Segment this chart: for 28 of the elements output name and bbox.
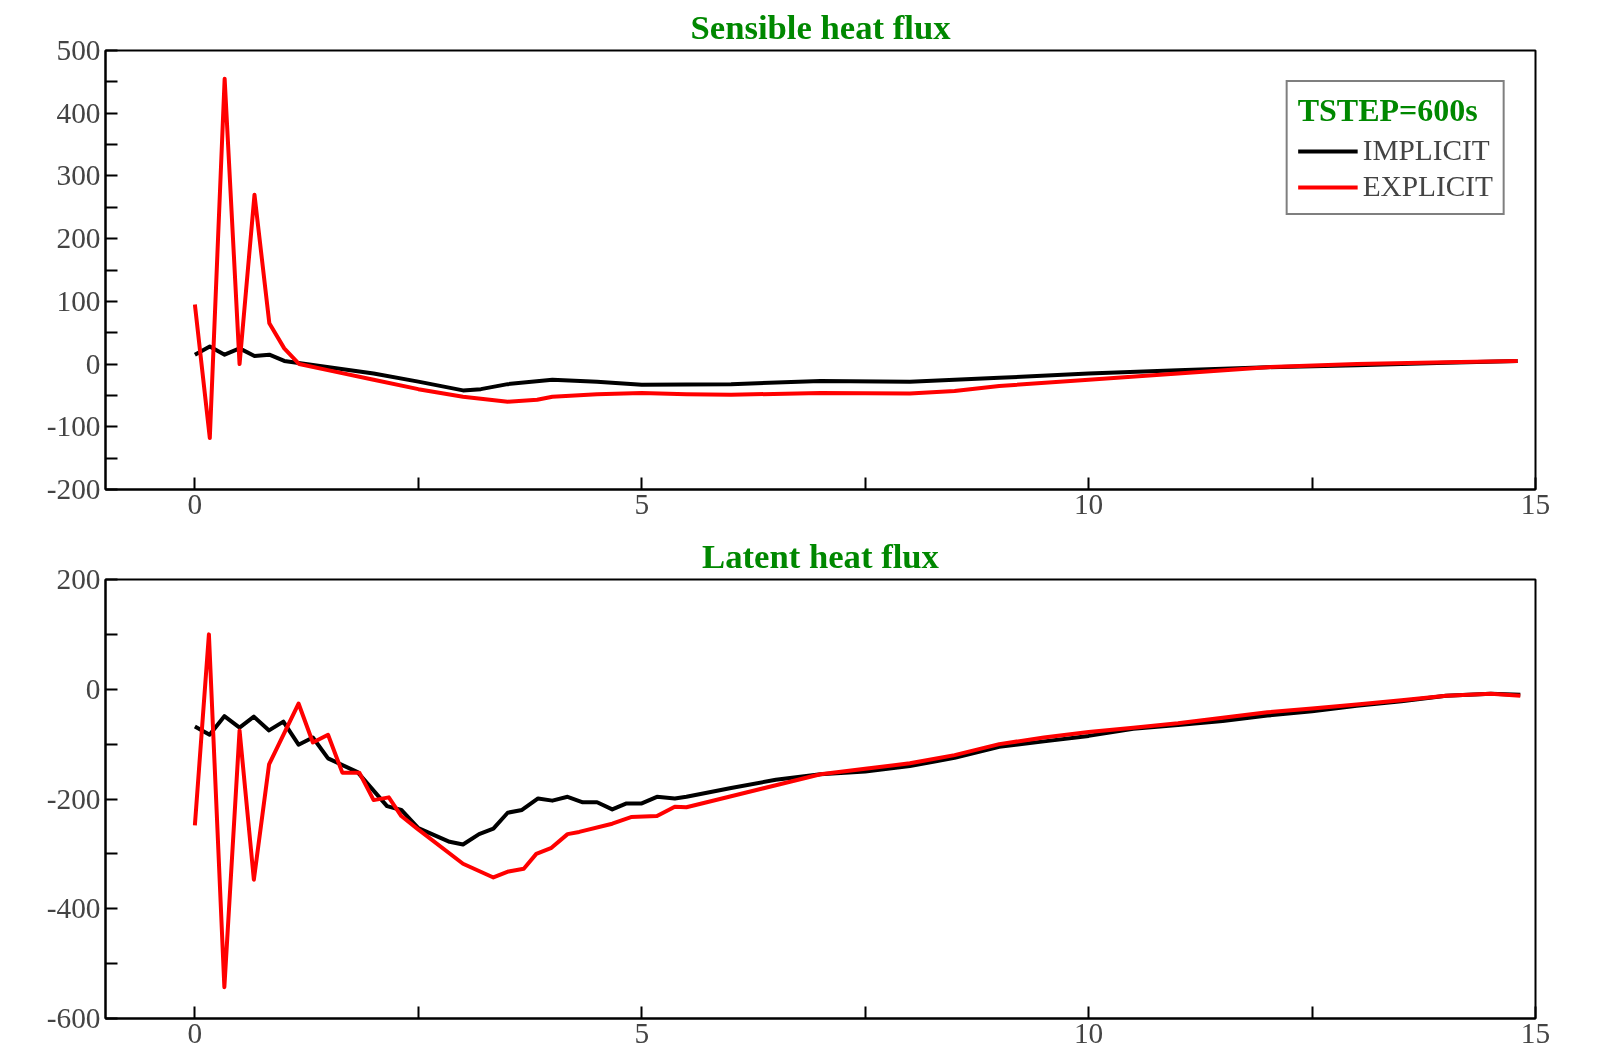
y-tick-label: 100 — [56, 284, 101, 317]
y-tick-label: 0 — [85, 347, 101, 380]
x-tick-label: 0 — [187, 487, 203, 520]
x-tick-label: 15 — [1520, 1016, 1551, 1049]
y-tick-label: 300 — [56, 159, 101, 192]
x-tick-label: 10 — [1073, 1016, 1104, 1049]
y-tick-label: 500 — [56, 34, 101, 66]
x-tick-label: 5 — [634, 487, 650, 520]
x-tick-label: 5 — [634, 1016, 650, 1049]
y-tick-label: 200 — [56, 563, 101, 595]
y-tick-label: -100 — [46, 410, 101, 443]
y-tick-label: -400 — [46, 892, 101, 925]
x-tick-label: 10 — [1073, 487, 1104, 520]
y-tick-label: 400 — [56, 96, 101, 129]
y-tick-label: 0 — [85, 672, 101, 705]
line-series — [192, 632, 1523, 990]
chart-title: Sensible heat flux — [690, 7, 952, 46]
chart-title: Latent heat flux — [702, 536, 940, 575]
y-tick-label: -600 — [46, 1002, 101, 1034]
y-tick-label: 200 — [56, 222, 101, 255]
y-tick-label: -200 — [46, 473, 101, 505]
line-series — [192, 76, 1520, 441]
y-tick-label: -200 — [46, 782, 101, 815]
legend-title: TSTEP=600s — [1297, 92, 1479, 129]
x-tick-label: 0 — [187, 1016, 203, 1049]
x-tick-label: 15 — [1520, 487, 1551, 520]
legend-label: EXPLICIT — [1362, 170, 1493, 203]
legend-label: IMPLICIT — [1362, 134, 1490, 167]
